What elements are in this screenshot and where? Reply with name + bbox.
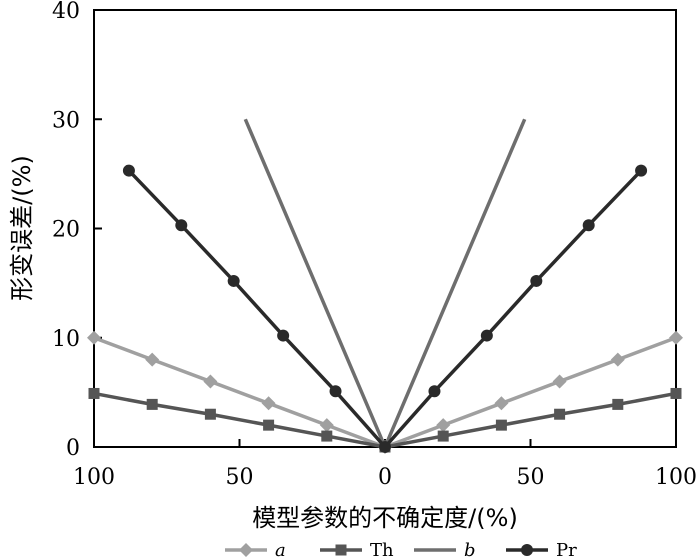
data-point bbox=[277, 329, 290, 342]
y-axis-title: 形变误差/(%) bbox=[8, 155, 36, 301]
data-point bbox=[669, 330, 683, 345]
legend-label: Th bbox=[370, 540, 394, 559]
x-axis-title: 模型参数的不确定度/(%) bbox=[252, 504, 518, 532]
data-point bbox=[635, 164, 648, 177]
legend-label: a bbox=[275, 540, 286, 559]
data-point bbox=[437, 430, 449, 442]
data-point bbox=[329, 385, 342, 398]
data-point bbox=[480, 329, 493, 342]
data-point bbox=[554, 408, 566, 420]
data-point bbox=[146, 398, 158, 410]
data-point bbox=[261, 396, 276, 411]
data-point bbox=[319, 418, 334, 433]
legend-label: Pr bbox=[556, 540, 577, 559]
x-tick-label: 50 bbox=[517, 465, 545, 490]
y-tick-label: 30 bbox=[52, 108, 80, 133]
data-point bbox=[379, 441, 391, 453]
legend-item: b bbox=[414, 540, 476, 559]
data-point bbox=[175, 219, 188, 232]
x-tick-label: 0 bbox=[378, 465, 392, 490]
legend-marker bbox=[521, 544, 533, 556]
y-tick-label: 10 bbox=[52, 327, 80, 352]
y-tick-label: 0 bbox=[66, 436, 80, 461]
series-layer bbox=[87, 118, 683, 454]
legend-marker bbox=[239, 543, 253, 557]
data-point bbox=[87, 330, 101, 345]
data-point bbox=[204, 408, 216, 420]
data-point bbox=[670, 387, 682, 399]
data-point bbox=[263, 419, 275, 431]
legend-item: Pr bbox=[506, 540, 577, 559]
data-point bbox=[494, 396, 509, 411]
data-point bbox=[436, 418, 451, 433]
legend-marker bbox=[335, 544, 347, 556]
data-point bbox=[612, 398, 624, 410]
x-tick-label: 100 bbox=[655, 465, 697, 490]
data-point bbox=[530, 274, 543, 287]
data-point bbox=[428, 385, 441, 398]
data-point bbox=[495, 419, 507, 431]
x-tick-label: 100 bbox=[73, 465, 115, 490]
data-point bbox=[145, 352, 160, 367]
series-pr bbox=[122, 164, 648, 453]
data-point bbox=[552, 374, 567, 389]
legend-item: Th bbox=[320, 540, 394, 559]
legend-label: b bbox=[464, 540, 476, 559]
legend-item: a bbox=[225, 540, 286, 559]
x-tick-label: 50 bbox=[226, 465, 254, 490]
data-point bbox=[88, 387, 100, 399]
y-tick-label: 40 bbox=[52, 0, 80, 24]
y-tick-label: 20 bbox=[52, 218, 80, 243]
data-point bbox=[122, 164, 135, 177]
legend: a Th b Pr bbox=[225, 540, 577, 559]
data-point bbox=[321, 430, 333, 442]
ticks-layer: 100 50 0 50 100 0 10 20 30 40 bbox=[52, 0, 697, 490]
data-point bbox=[582, 219, 595, 232]
data-point bbox=[227, 274, 240, 287]
data-point bbox=[203, 374, 218, 389]
data-point bbox=[610, 352, 625, 367]
